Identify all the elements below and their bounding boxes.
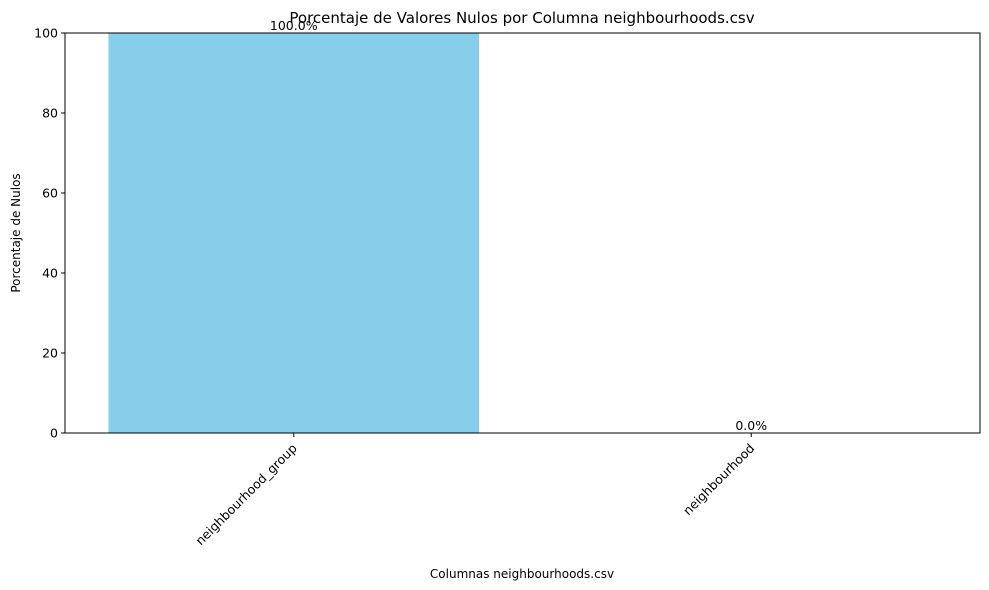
y-tick-label: 80	[42, 106, 58, 121]
bar-neighbourhood_group	[108, 33, 480, 433]
chart-title: Porcentaje de Valores Nulos por Columna …	[289, 9, 754, 27]
x-axis: neighbourhood_group neighbourhood	[192, 433, 757, 548]
plot-frame	[64, 32, 981, 434]
data-label-neighbourhood_group: 100.0%	[270, 18, 318, 33]
data-labels: 100.0% 0.0%	[270, 18, 767, 433]
y-axis-label: Porcentaje de Nulos	[9, 173, 23, 292]
y-tick-label: 40	[42, 266, 58, 281]
y-tick-label: 60	[42, 186, 58, 201]
x-tick-label: neighbourhood	[680, 441, 757, 518]
bars-layer	[108, 33, 480, 433]
y-tick-label: 20	[42, 346, 58, 361]
y-tick-label: 0	[50, 426, 58, 441]
x-tick-label: neighbourhood_group	[192, 440, 300, 548]
y-axis: 0 20 40 60 80 100	[34, 26, 65, 441]
x-axis-label: Columnas neighbourhoods.csv	[430, 567, 614, 581]
data-label-neighbourhood: 0.0%	[735, 418, 767, 433]
y-tick-label: 100	[34, 26, 58, 41]
